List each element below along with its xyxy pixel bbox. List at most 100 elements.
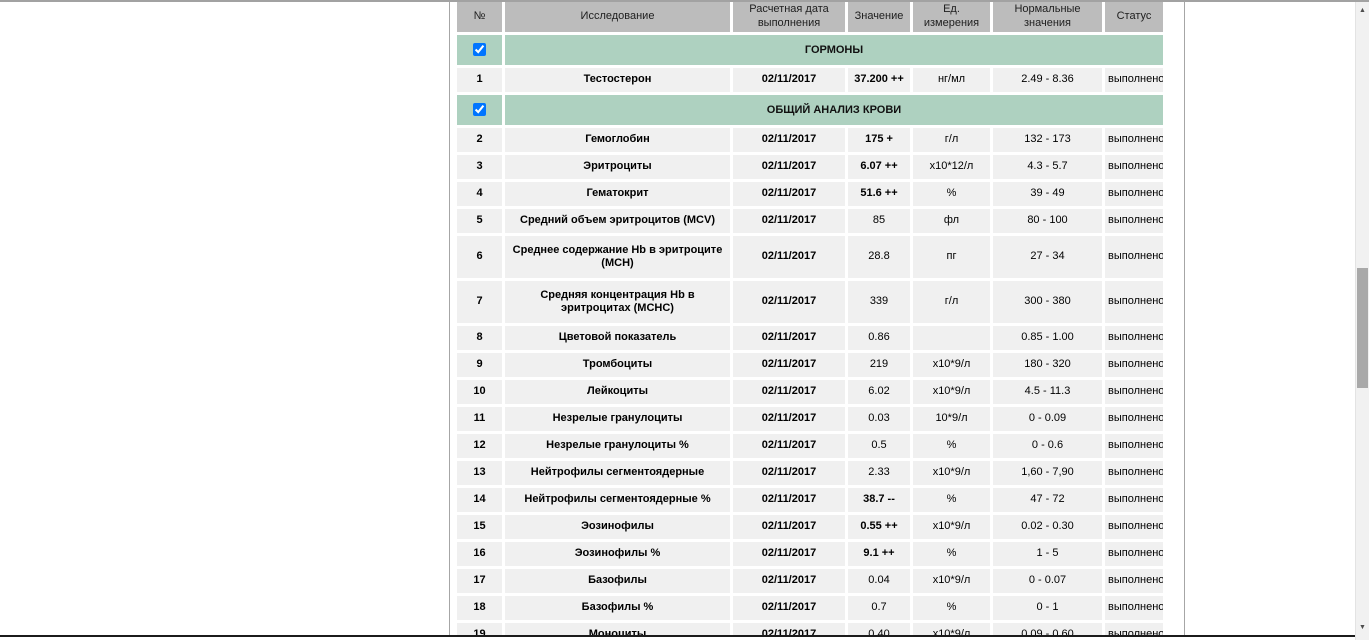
scroll-down-button[interactable]: ▼ [1359,624,1366,631]
row-number-cell: 8 [457,326,502,350]
test-name-cell: Цветовой показатель [505,326,730,350]
value-cell: 6.07 ++ [848,155,910,179]
scrollbar-thumb[interactable] [1357,268,1368,388]
column-header: Расчетная дата выполнения [733,2,845,32]
normal-range-cell: 132 - 173 [993,128,1102,152]
unit-cell: х10*12/л [913,155,990,179]
table-row[interactable]: 1 Тестостерон 02/11/2017 37.200 ++ нг/мл 2.49… [457,68,1163,92]
unit-cell: х10*9/л [913,353,990,377]
normal-range-cell: 180 - 320 [993,353,1102,377]
value-cell: 0.04 [848,569,910,593]
table-row[interactable]: 7 Средняя концентрация Hb в эритроцитах (… [457,281,1163,323]
date-cell: 02/11/2017 [733,623,845,635]
test-name-cell: Гемоглобин [505,128,730,152]
unit-cell: % [913,488,990,512]
table-row[interactable]: 4 Гематокрит 02/11/2017 51.6 ++% 39 - 49 выпо… [457,182,1163,206]
unit-cell: г/л [913,128,990,152]
normal-range-cell: 0.02 - 0.30 [993,515,1102,539]
value-cell: 0.86 [848,326,910,350]
table-row[interactable]: 11 Незрелые гранулоциты 02/11/2017 0.03 10*9… [457,407,1163,431]
table-row[interactable]: 18 Базофилы % 02/11/2017 0.7% 0 - 1 выполнено [457,596,1163,620]
normal-range-cell: 0 - 0.09 [993,407,1102,431]
table-row[interactable]: 15 Эозинофилы 02/11/2017 0.55 ++ х10*9/л 0.02… [457,515,1163,539]
section-title: ГОРМОНЫ [505,35,1163,65]
date-cell: 02/11/2017 [733,236,845,278]
test-name-cell: Моноциты [505,623,730,635]
row-number-cell: 5 [457,209,502,233]
table-row[interactable]: 2 Гемоглобин 02/11/2017 175 + г/л 132 - 173 вы… [457,128,1163,152]
table-row[interactable]: 12 Незрелые гранулоциты % 02/11/2017 0.5% 0 … [457,434,1163,458]
test-name-cell: Незрелые гранулоциты % [505,434,730,458]
value-cell: 85 [848,209,910,233]
table-row[interactable]: 13 Нейтрофилы сегментоядерные 02/11/2017 2.… [457,461,1163,485]
test-name-cell: Тестостерон [505,68,730,92]
test-name-cell: Среднее содержание Hb в эритроците (MCH) [505,236,730,278]
normal-range-cell: 300 - 380 [993,281,1102,323]
status-cell: выполнено [1105,407,1163,431]
table-row[interactable]: 6 Среднее содержание Hb в эритроците (MCH… [457,236,1163,278]
column-header: Значение [848,2,910,32]
normal-range-cell: 1 - 5 [993,542,1102,566]
normal-range-cell: 0.09 - 0.60 [993,623,1102,635]
normal-range-cell: 27 - 34 [993,236,1102,278]
normal-range-cell: 0 - 0.07 [993,569,1102,593]
test-name-cell: Эозинофилы [505,515,730,539]
status-cell: выполнено [1105,182,1163,206]
date-cell: 02/11/2017 [733,380,845,404]
column-header: Нормальные значения [993,2,1102,32]
row-number-cell: 14 [457,488,502,512]
unit-cell: х10*9/л [913,569,990,593]
value-cell: 2.33 [848,461,910,485]
value-cell: 9.1 ++ [848,542,910,566]
test-name-cell: Тромбоциты [505,353,730,377]
unit-cell: г/л [913,281,990,323]
scroll-up-button[interactable]: ▲ [1359,7,1366,14]
unit-cell: % [913,434,990,458]
status-cell: выполнено [1105,515,1163,539]
vertical-scrollbar[interactable]: ▲ ▼ [1355,2,1369,640]
column-header: Ед. измерения [913,2,990,32]
normal-range-cell: 4.5 - 11.3 [993,380,1102,404]
section-checkbox[interactable] [473,43,486,57]
table-row[interactable]: 3 Эритроциты 02/11/2017 6.07 ++ х10*12/л 4.3 … [457,155,1163,179]
test-name-cell: Лейкоциты [505,380,730,404]
value-cell: 0.03 [848,407,910,431]
unit-cell: фл [913,209,990,233]
normal-range-cell: 0 - 0.6 [993,434,1102,458]
table-row[interactable]: 17 Базофилы 02/11/2017 0.04 х10*9/л 0 - 0.07 в… [457,569,1163,593]
unit-cell: х10*9/л [913,461,990,485]
status-cell: выполнено [1105,128,1163,152]
table-row[interactable]: 14 Нейтрофилы сегментоядерные % 02/11/2017… [457,488,1163,512]
row-number-cell: 9 [457,353,502,377]
normal-range-cell: 80 - 100 [993,209,1102,233]
table-row[interactable]: 9 Тромбоциты 02/11/2017 219 х10*9/л 180 - 320… [457,353,1163,377]
table-row[interactable]: 8 Цветовой показатель 02/11/2017 0.86 0.85 -… [457,326,1163,350]
value-cell: 0.5 [848,434,910,458]
status-cell: выполнено [1105,569,1163,593]
normal-range-cell: 47 - 72 [993,488,1102,512]
table-row[interactable]: 10 Лейкоциты 02/11/2017 6.02 х10*9/л 4.5 - 11… [457,380,1163,404]
status-cell: выполнено [1105,353,1163,377]
row-number-cell: 3 [457,155,502,179]
test-name-cell: Средняя концентрация Hb в эритроцитах (M… [505,281,730,323]
table-row[interactable]: 16 Эозинофилы % 02/11/2017 9.1 ++% 1 - 5 выпо… [457,542,1163,566]
normal-range-cell: 2.49 - 8.36 [993,68,1102,92]
status-cell: выполнено [1105,326,1163,350]
column-header: Исследование [505,2,730,32]
unit-cell: пг [913,236,990,278]
row-number-cell: 10 [457,380,502,404]
normal-range-cell: 1,60 - 7,90 [993,461,1102,485]
row-number-cell: 4 [457,182,502,206]
table-row[interactable]: 19 Моноциты 02/11/2017 0.40 х10*9/л 0.09 - 0.… [457,623,1163,635]
date-cell: 02/11/2017 [733,182,845,206]
status-cell: выполнено [1105,461,1163,485]
value-cell: 37.200 ++ [848,68,910,92]
date-cell: 02/11/2017 [733,209,845,233]
date-cell: 02/11/2017 [733,326,845,350]
row-number-cell: 1 [457,68,502,92]
status-cell: выполнено [1105,380,1163,404]
section-checkbox[interactable] [473,103,486,117]
table-row[interactable]: 5 Средний объем эритроцитов (MCV) 02/11/20… [457,209,1163,233]
status-cell: выполнено [1105,281,1163,323]
results-table: № Исследование Расчетная дата выполнения Зн… [454,2,1166,635]
